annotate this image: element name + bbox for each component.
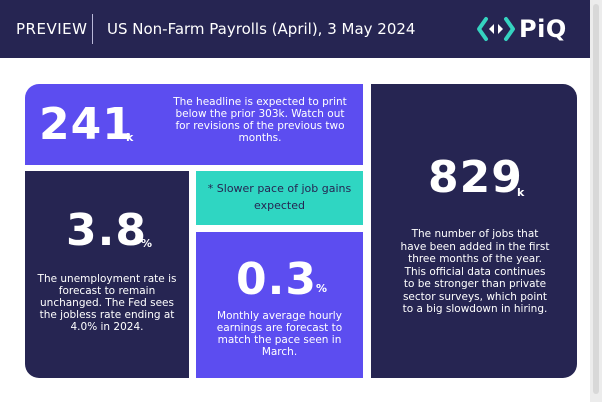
headline-jobs-text: The headline is expected to print below … bbox=[173, 96, 347, 144]
jobs-added-tile: 829 k The number of jobs that have been … bbox=[371, 84, 577, 378]
piq-logo[interactable]: PiQ bbox=[476, 14, 567, 44]
headline-jobs-tile: 241 k The headline is expected to print … bbox=[25, 84, 363, 165]
header-divider bbox=[92, 14, 93, 44]
earnings-value: 0.3 bbox=[236, 254, 317, 305]
note-text: * Slower pace of job gains expected bbox=[207, 182, 352, 212]
preview-label: PREVIEW bbox=[16, 20, 88, 38]
page-title: US Non-Farm Payrolls (April), 3 May 2024 bbox=[107, 20, 416, 38]
logo-text: PiQ bbox=[519, 15, 567, 43]
jobs-added-unit: k bbox=[517, 186, 525, 199]
note-tile: * Slower pace of job gains expected bbox=[196, 171, 363, 225]
earnings-unit: % bbox=[316, 282, 328, 295]
jobs-added-text: The number of jobs that have been added … bbox=[400, 228, 550, 315]
headline-jobs-unit: k bbox=[126, 131, 134, 144]
scrollbar-thumb[interactable] bbox=[593, 4, 599, 394]
header-bar: PREVIEW US Non-Farm Payrolls (April), 3 … bbox=[0, 0, 590, 58]
earnings-tile: 0.3 % Monthly average hourly earnings ar… bbox=[196, 232, 363, 378]
unemployment-text: The unemployment rate is forecast to rem… bbox=[37, 273, 177, 333]
headline-jobs-value: 241 bbox=[39, 99, 134, 150]
bracket-arrows-icon bbox=[477, 17, 515, 41]
unemployment-unit: % bbox=[141, 237, 153, 250]
jobs-added-value: 829 bbox=[428, 152, 523, 203]
unemployment-tile: 3.8 % The unemployment rate is forecast … bbox=[25, 171, 189, 378]
earnings-text: Monthly average hourly earnings are fore… bbox=[216, 310, 343, 358]
unemployment-value: 3.8 bbox=[66, 205, 147, 256]
